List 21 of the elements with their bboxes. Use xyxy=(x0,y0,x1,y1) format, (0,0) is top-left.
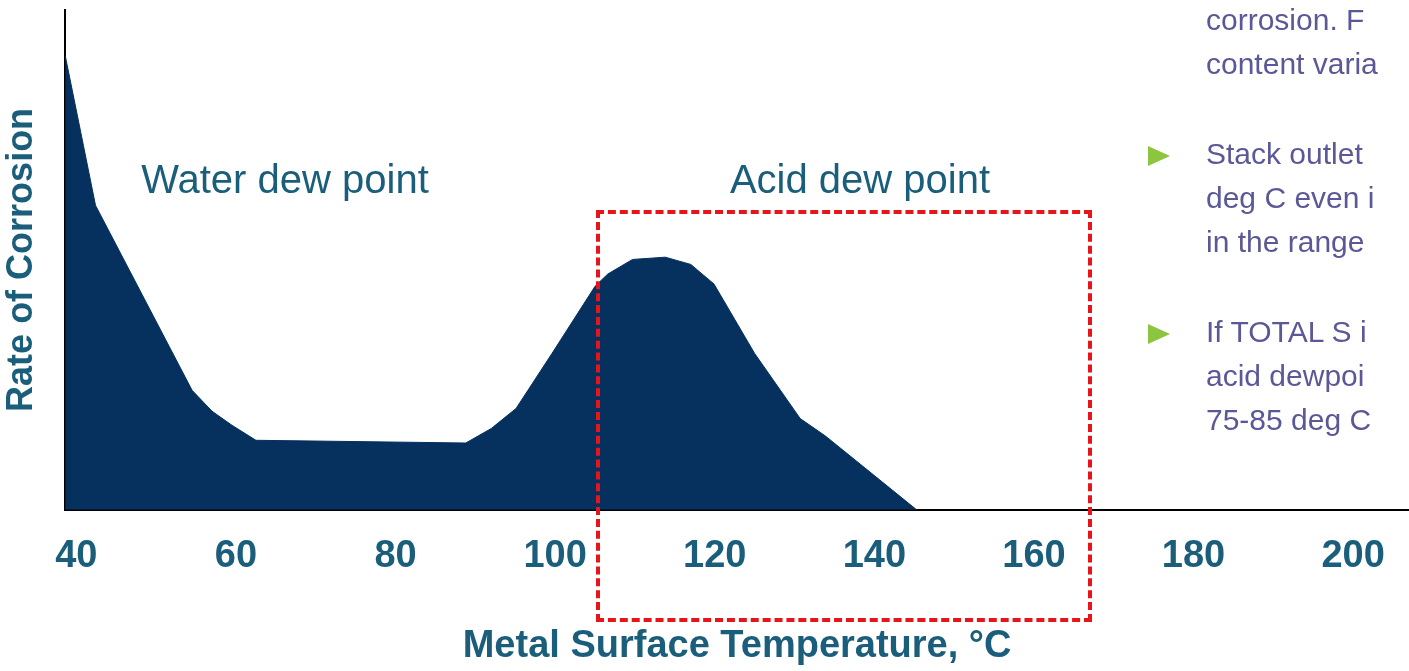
annotation: deg C even i xyxy=(1206,180,1376,216)
annotation: acid dewpoi xyxy=(1206,358,1366,394)
annotation: content varia xyxy=(1206,46,1379,82)
x-tick-label: 180 xyxy=(1161,533,1226,576)
y-axis-title: Rate of Corrosion xyxy=(0,107,40,412)
x-tick-label: 100 xyxy=(523,533,587,576)
annotation: 75-85 deg C xyxy=(1206,402,1373,438)
annotation: Acid dew point xyxy=(729,157,991,202)
x-tick-label: 160 xyxy=(1002,533,1066,576)
annotation: in the range xyxy=(1206,224,1366,260)
x-axis-title: Metal Surface Temperature, °C xyxy=(462,622,1012,665)
annotation: Stack outlet xyxy=(1206,136,1364,172)
x-tick-label: 120 xyxy=(683,533,747,576)
annotation: Water dew point xyxy=(141,157,429,202)
annotation: If TOTAL S i xyxy=(1206,314,1368,350)
x-tick-label: 140 xyxy=(842,533,907,576)
x-tick-label: 60 xyxy=(214,533,258,576)
x-tick-label: 80 xyxy=(374,533,417,576)
text: corrosion. F xyxy=(1206,2,1366,38)
x-tick-label: 200 xyxy=(1321,533,1385,576)
x-tick-label: 40 xyxy=(55,533,98,576)
